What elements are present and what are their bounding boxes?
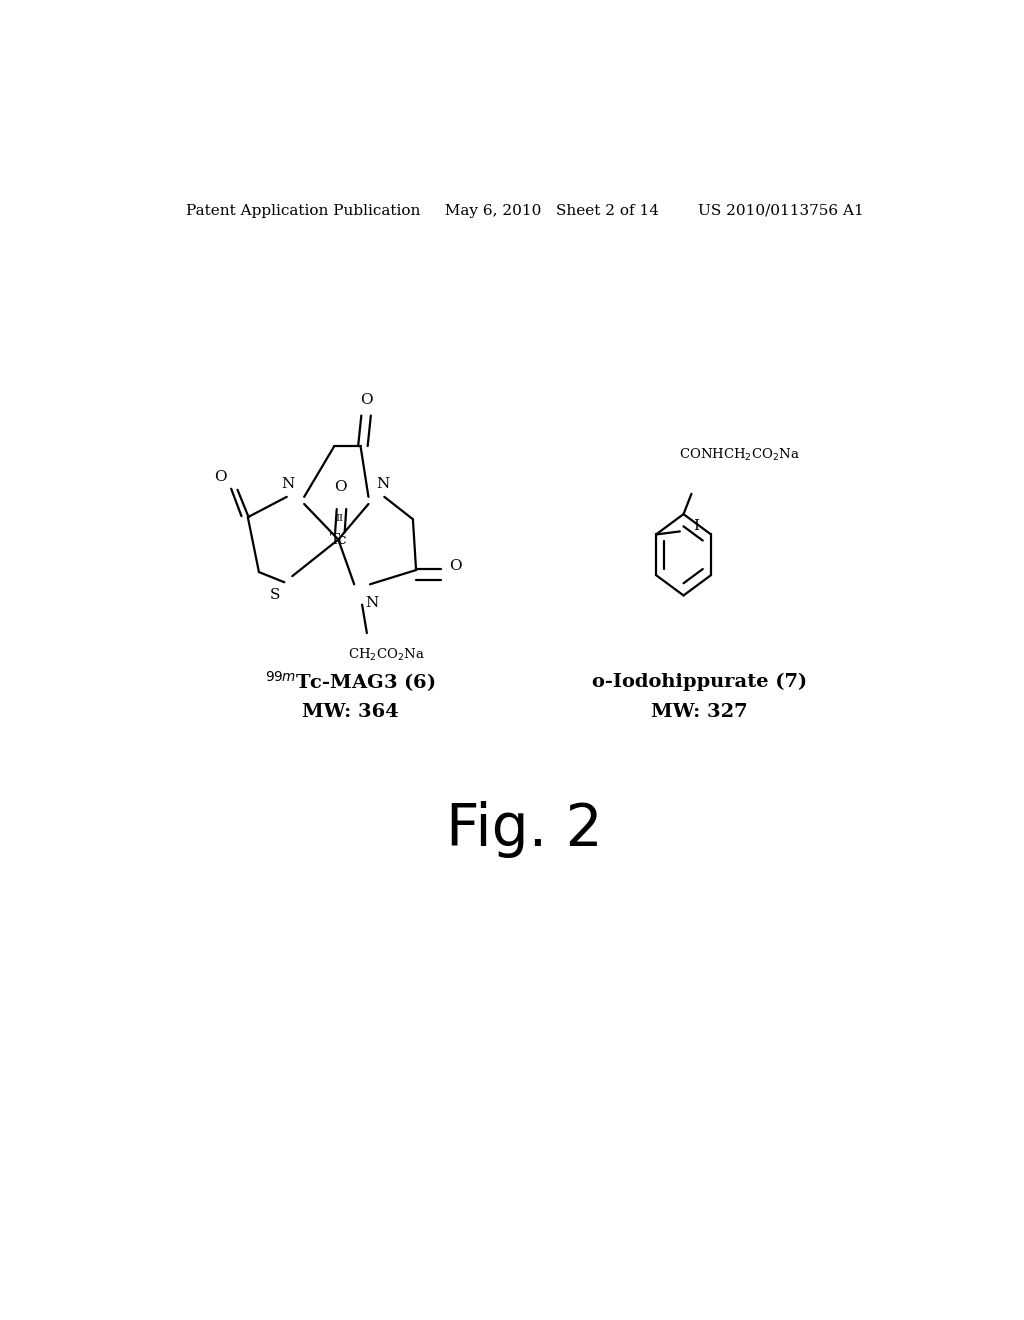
Text: Tc: Tc (330, 532, 347, 546)
Text: Fig. 2: Fig. 2 (446, 801, 603, 858)
Text: o-Iodohippurate (7): o-Iodohippurate (7) (592, 673, 807, 690)
Text: N: N (376, 477, 389, 491)
Text: O: O (214, 470, 226, 483)
Text: N: N (282, 477, 295, 491)
Text: O: O (335, 479, 347, 494)
Text: $^{99m}$Tc-MAG3 (6): $^{99m}$Tc-MAG3 (6) (265, 669, 435, 694)
Text: S: S (269, 589, 280, 602)
Text: CH$_2$CO$_2$Na: CH$_2$CO$_2$Na (347, 647, 424, 664)
Text: MW: 364: MW: 364 (302, 704, 398, 721)
Text: Patent Application Publication     May 6, 2010   Sheet 2 of 14        US 2010/01: Patent Application Publication May 6, 20… (186, 205, 863, 218)
Text: N: N (365, 595, 378, 610)
Text: CONHCH$_2$CO$_2$Na: CONHCH$_2$CO$_2$Na (679, 447, 800, 463)
Text: II: II (335, 513, 343, 523)
Text: O: O (449, 558, 461, 573)
Text: O: O (360, 393, 373, 408)
Text: MW: 327: MW: 327 (651, 704, 748, 721)
Text: I: I (692, 519, 698, 533)
